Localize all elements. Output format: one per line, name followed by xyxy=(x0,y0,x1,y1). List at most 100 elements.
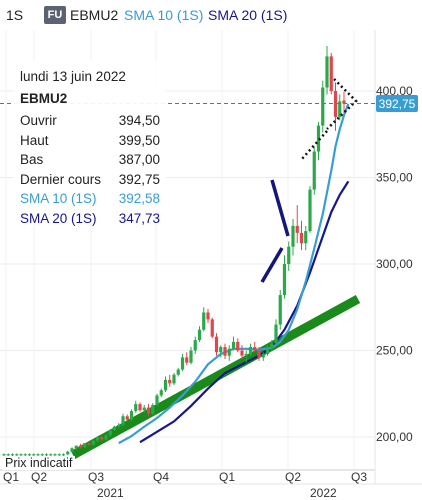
candle-body xyxy=(240,350,244,356)
x-tick-label: Q3 xyxy=(351,470,367,484)
candle-body xyxy=(342,100,346,104)
candle-body xyxy=(236,341,240,351)
candle-body xyxy=(227,348,231,356)
candle-body xyxy=(95,437,100,441)
candle-body xyxy=(304,231,308,244)
candle-body xyxy=(282,264,287,296)
candle-body xyxy=(91,440,95,445)
candle-body xyxy=(214,336,219,353)
sma20-path xyxy=(139,180,350,444)
candle-body xyxy=(66,451,70,455)
x-tick-label: Q1 xyxy=(3,470,19,484)
info-value: 399,50 xyxy=(118,132,160,148)
chart-header: 1S FU EBMU2 SMA 10 (1S) SMA 20 (1S) xyxy=(0,0,422,30)
candle-body xyxy=(146,407,151,414)
y-tick-label: 250,00 xyxy=(376,344,413,358)
candle-body xyxy=(270,343,274,349)
candle-body xyxy=(142,407,146,411)
candle-body xyxy=(100,437,104,440)
candle-body xyxy=(316,125,321,152)
dotted-triangle xyxy=(326,78,358,130)
info-value: 387,00 xyxy=(118,152,160,167)
candle-body xyxy=(193,340,197,351)
candle-body xyxy=(87,443,91,445)
candle-body xyxy=(206,312,210,320)
candle-body xyxy=(257,350,261,358)
info-value: 347,73 xyxy=(118,210,160,226)
candle-body xyxy=(168,379,172,384)
y-axis-labels: 200,00 250,00 300,00 350,00 400,00 xyxy=(376,84,413,444)
candle-body xyxy=(2,454,6,456)
candle-body xyxy=(121,416,125,425)
y-tick-label: 400,00 xyxy=(376,84,413,98)
candle-body xyxy=(125,416,129,420)
info-date: lundi 13 juin 2022 xyxy=(20,69,126,84)
candle-body xyxy=(312,151,316,190)
candle-body xyxy=(291,225,295,247)
x-tick-label: Q2 xyxy=(285,470,301,484)
candle-body xyxy=(159,390,163,396)
info-value: 392,75 xyxy=(118,171,160,187)
candle-body xyxy=(117,424,121,427)
info-value: 392,58 xyxy=(118,191,160,206)
symbol-label[interactable]: EBMU2 xyxy=(70,7,119,23)
candle-body xyxy=(138,404,142,411)
candle-body xyxy=(223,347,227,356)
candle-body xyxy=(112,426,117,431)
candle-body xyxy=(74,445,78,449)
candle-body xyxy=(49,454,53,456)
candle-body xyxy=(287,246,291,264)
candle-body xyxy=(32,454,36,456)
candle-body xyxy=(83,443,87,448)
user-drawings xyxy=(260,78,358,283)
x-tick-label: Q2 xyxy=(31,470,47,484)
dotted-line xyxy=(300,130,328,161)
candle-body xyxy=(53,454,57,456)
candle-body xyxy=(244,353,248,356)
info-label: Bas xyxy=(20,152,44,167)
candle-body xyxy=(189,350,193,363)
candle-body xyxy=(299,232,304,244)
x-tick-label: Q3 xyxy=(88,470,104,484)
candle-body xyxy=(61,454,66,456)
ohlc-info-panel: lundi 13 juin 2022 EBMU2 Ouvrir 394,50 H… xyxy=(14,60,166,226)
sma20-legend[interactable]: SMA 20 (1S) xyxy=(208,7,288,23)
candle-body xyxy=(176,369,180,375)
info-row-sma20: SMA 20 (1S) 347,73 xyxy=(20,209,160,229)
y-tick-label: 200,00 xyxy=(376,430,413,444)
candle-body xyxy=(155,395,159,405)
candle-body xyxy=(129,411,134,420)
candle-body xyxy=(197,329,202,341)
info-label: Haut xyxy=(20,132,49,148)
sma20-line xyxy=(139,180,350,444)
candle-body xyxy=(321,87,325,126)
candle-body xyxy=(202,312,206,330)
candle-body xyxy=(308,189,312,232)
candle-body xyxy=(104,435,108,440)
candle-body xyxy=(10,454,15,456)
info-row-last: Dernier cours 392,75 xyxy=(20,170,160,190)
y-tick-label: 300,00 xyxy=(376,257,413,271)
info-label: SMA 10 (1S) xyxy=(20,191,97,206)
interval-selector[interactable]: 1S xyxy=(6,7,24,23)
candle-body xyxy=(210,319,214,337)
candle-body xyxy=(36,454,40,456)
candle-body xyxy=(253,347,257,351)
candle-body xyxy=(295,225,299,233)
candle-body xyxy=(338,101,342,117)
trendline xyxy=(70,295,361,459)
candle-body xyxy=(78,445,83,448)
year-label: 2022 xyxy=(310,486,337,500)
info-row-open: Ouvrir 394,50 xyxy=(20,111,160,131)
sma10-path xyxy=(118,103,350,445)
info-label: SMA 20 (1S) xyxy=(20,210,97,226)
candle-body xyxy=(6,454,10,456)
support-trendline xyxy=(70,295,361,459)
candle-body xyxy=(151,404,155,414)
indicative-price-label: Prix indicatif xyxy=(2,456,76,470)
year-label: 2021 xyxy=(97,486,124,500)
sma10-legend[interactable]: SMA 10 (1S) xyxy=(124,7,204,23)
candle-body xyxy=(329,56,333,91)
x-tick-label: Q1 xyxy=(219,470,235,484)
